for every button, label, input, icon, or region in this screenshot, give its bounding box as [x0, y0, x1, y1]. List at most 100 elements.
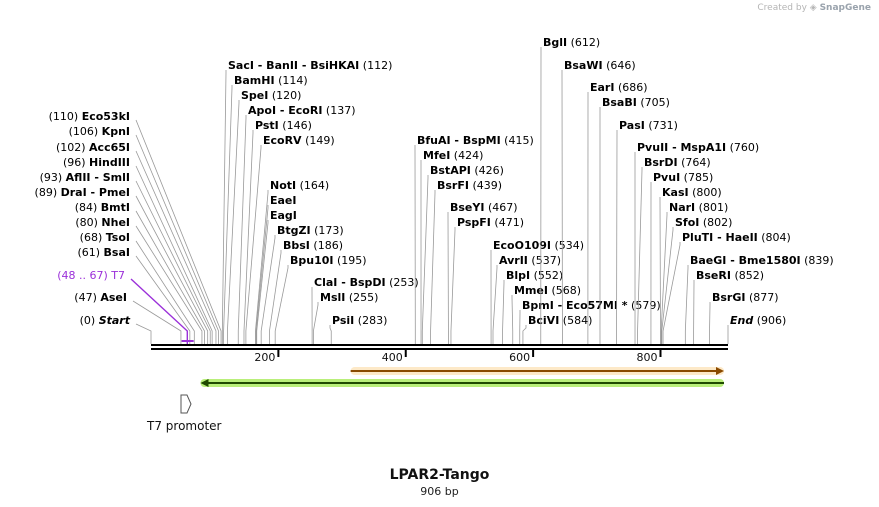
site-label: Bpu10I (195): [290, 254, 367, 267]
site-name: PspFI: [457, 216, 491, 229]
site-position: (764): [678, 156, 711, 169]
site-position: (253): [386, 276, 419, 289]
snapgene-logo-icon: ◈: [809, 3, 817, 13]
site-name: Start: [99, 314, 131, 327]
site-connector: [135, 134, 219, 344]
site-name: AseI: [100, 291, 127, 304]
site-label: BsrGI (877): [712, 291, 779, 304]
site-position: (120): [268, 89, 301, 102]
site-name: MfeI: [423, 149, 450, 162]
site-connector: [135, 180, 211, 344]
site-position: (579): [628, 299, 661, 312]
site-name: PstI: [255, 119, 279, 132]
site-connector: [502, 280, 505, 344]
site-label: SacI - BanII - BsiHKAI (112): [228, 59, 392, 72]
site-position: (804): [758, 231, 791, 244]
site-connector: [256, 220, 269, 344]
site-label: BsaWI (646): [564, 59, 636, 72]
site-position: (48 .. 67): [57, 269, 111, 282]
site-name: BtgZI: [277, 224, 311, 237]
site-name: NheI: [101, 216, 130, 229]
site-name: KasI: [662, 186, 689, 199]
site-position: (801): [695, 201, 728, 214]
site-label: BaeGI - Bme1580I (839): [690, 254, 834, 267]
site-name: BsaWI: [564, 59, 603, 72]
ruler-tick-label: 800: [636, 351, 657, 364]
site-label: BtgZI (173): [277, 224, 344, 237]
site-connector: [245, 145, 262, 344]
site-position: (877): [745, 291, 778, 304]
site-position: (800): [689, 186, 722, 199]
ruler-tick-label: 400: [382, 351, 403, 364]
site-connector: [421, 175, 429, 344]
site-label: BglI (612): [543, 36, 600, 49]
watermark-brand: SnapGene: [819, 3, 871, 13]
site-label: BsaBI (705): [602, 96, 670, 109]
site-position: (852): [731, 269, 764, 282]
site-position: (106): [69, 125, 102, 138]
site-name: BstAPI: [430, 164, 471, 177]
site-name: TsoI: [106, 231, 130, 244]
site-label: PstI (146): [255, 119, 312, 132]
site-position: (195): [334, 254, 367, 267]
site-connector: [135, 255, 191, 344]
site-connector: [255, 205, 269, 344]
site-position: (93): [40, 171, 66, 184]
site-label: (106) KpnI: [69, 125, 130, 138]
map-subtitle: 906 bp: [420, 485, 459, 498]
site-position: (568): [548, 284, 581, 297]
site-position: (186): [310, 239, 343, 252]
site-label: MfeI (424): [423, 149, 483, 162]
site-name: Acc65I: [89, 141, 130, 154]
site-connector: [135, 119, 222, 344]
sequence-map: 200 400 600 800 (0) Start (47) AseI (48 .. 67)…: [35, 36, 834, 433]
site-connector: [260, 235, 276, 344]
site-label: (61) BsaI: [77, 246, 130, 259]
site-position: (137): [322, 104, 355, 117]
site-name: Eco53kI: [82, 110, 130, 123]
watermark-prefix: Created by: [757, 3, 807, 13]
site-name: BpmI - Eco57MI *: [522, 299, 628, 312]
ruler-tick-label: 600: [509, 351, 530, 364]
site-name: BsrDI: [644, 156, 678, 169]
site-label: BciVI (584): [528, 314, 592, 327]
site-name: BglI: [543, 36, 567, 49]
snapgene-watermark: Created by ◈ SnapGene: [757, 3, 871, 13]
site-name: EcoRV: [263, 134, 302, 147]
site-name: BsaBI: [602, 96, 637, 109]
site-label: MslI (255): [320, 291, 378, 304]
site-connector: [221, 70, 227, 344]
site-label: PspFI (471): [457, 216, 524, 229]
site-label: BsrFI (439): [437, 179, 502, 192]
site-position: (534): [551, 239, 584, 252]
site-position: (283): [354, 314, 387, 327]
site-connector: [223, 85, 233, 344]
site-position: (424): [450, 149, 483, 162]
site-name: ClaI - BspDI: [314, 276, 386, 289]
site-label: MmeI (568): [514, 284, 581, 297]
site-position: (760): [726, 141, 759, 154]
site-connector: [269, 250, 282, 344]
site-connector: [313, 302, 319, 344]
site-position: (96): [63, 156, 89, 169]
site-label: ApoI - EcoRI (137): [248, 104, 356, 117]
site-position: (839): [801, 254, 834, 267]
site-position: (110): [49, 110, 82, 123]
site-name: BbsI: [283, 239, 310, 252]
site-position: (89): [35, 186, 61, 199]
site-connector: [684, 265, 689, 344]
promoter-arrow-icon: [180, 394, 192, 414]
site-name: BsrGI: [712, 291, 745, 304]
site-connector: [132, 300, 182, 344]
site-label: BstAPI (426): [430, 164, 504, 177]
site-label: NarI (801): [669, 201, 728, 214]
site-name: BseYI: [450, 201, 484, 214]
site-label: BlpI (552): [506, 269, 563, 282]
site-name: BsrFI: [437, 179, 469, 192]
site-label: EarI (686): [590, 81, 648, 94]
site-connector: [135, 195, 209, 344]
site-position: (705): [637, 96, 670, 109]
site-name: NarI: [669, 201, 695, 214]
site-label: BfuAI - BspMI (415): [417, 134, 534, 147]
site-position: (164): [296, 179, 329, 192]
